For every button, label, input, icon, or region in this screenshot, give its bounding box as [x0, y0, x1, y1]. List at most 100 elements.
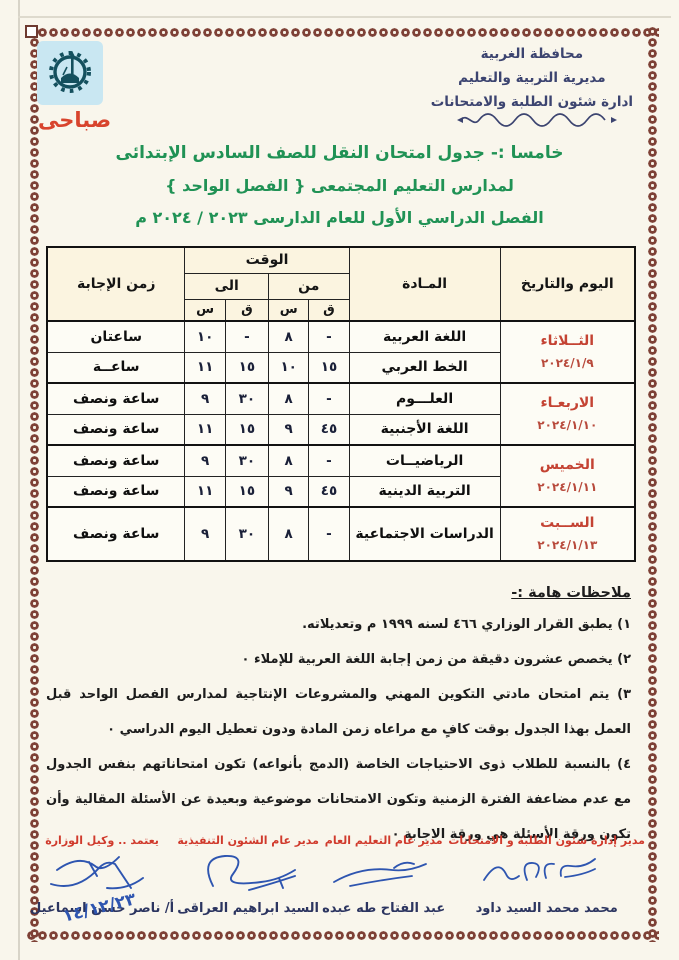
subject-cell: الدراسات الاجتماعية — [348, 506, 501, 562]
minaret-icon — [71, 57, 74, 77]
to-hours-cell: ٩ — [184, 506, 226, 562]
title-line-3: الفصل الدراسي الأول للعام الدارسى ٢٠٢٣ /… — [135, 208, 544, 227]
calligraphy-ornament — [457, 112, 617, 132]
day-date: ٢٠٢٤/١/١٣ — [537, 538, 598, 553]
subject-cell: الرياضيــات — [348, 444, 501, 477]
to-hours-cell: ١١ — [184, 351, 226, 384]
duration-cell: ساعــة — [46, 351, 186, 384]
from-hours-cell: ٨ — [268, 444, 310, 477]
col-header-from-minutes: ق — [308, 298, 350, 322]
from-minutes-cell: - — [308, 506, 350, 562]
day-cell-wednesday: الاربعـاء ٢٠٢٤/١/١٠ — [499, 382, 636, 446]
day-date: ٢٠٢٤/١/١١ — [537, 480, 598, 495]
col-header-subject: المـادة — [348, 246, 501, 322]
col-header-to-minutes: ق — [224, 298, 270, 322]
decorative-border-right — [646, 26, 659, 942]
signature-title: مدير إدارة شئون الطلبة و الامتحانات — [448, 834, 645, 847]
from-minutes-cell: - — [308, 320, 350, 353]
signature-ink-icon — [207, 855, 297, 891]
decorative-border-left — [28, 26, 41, 942]
notes-section: ملاحظات هامة :- ١) يطبق القرار الوزاري ٤… — [46, 585, 631, 852]
to-hours-cell: ٩ — [184, 382, 226, 415]
signature-title: يعتمد .. وكيل الوزارة — [45, 834, 159, 847]
from-hours-cell: ٨ — [268, 382, 310, 415]
to-minutes-cell: ٣٠ — [224, 444, 270, 477]
signature-title: مدير عام الشئون التنفيذية — [177, 834, 319, 847]
note-item-2: ٢) يخصص عشرون دقيقة من زمن إجابة اللغة ا… — [241, 652, 631, 667]
signature-ink-icon — [332, 861, 427, 887]
to-hours-cell: ١١ — [184, 413, 226, 446]
to-hours-cell: ١٠ — [184, 320, 226, 353]
duration-cell: ساعة ونصف — [46, 382, 186, 415]
duration-cell: ساعة ونصف — [46, 444, 186, 477]
to-minutes-cell: ٣٠ — [224, 506, 270, 562]
from-hours-cell: ٨ — [268, 506, 310, 562]
org-header: محافظة الغربية مديرية التربية والتعليم ا… — [431, 42, 633, 114]
org-line-administration: ادارة شئون الطلبة والامتحانات — [430, 94, 633, 110]
subject-cell: الخط العربي — [348, 351, 501, 384]
signature-ink-icon — [482, 858, 596, 881]
day-name: الثــلاثاء — [540, 332, 595, 349]
col-header-to-hours: س — [184, 298, 226, 322]
table-row: الســبت ٢٠٢٤/١/١٣ الدراسات الاجتماعية - … — [46, 506, 636, 562]
governorate-logo — [37, 41, 103, 105]
from-hours-cell: ٩ — [268, 413, 310, 446]
document-titles: خامسا :- جدول امتحان النقل للصف السادس ا… — [0, 143, 679, 227]
signature-exams-director: مدير إدارة شئون الطلبة و الامتحانات محمد… — [448, 834, 645, 916]
signature-name: أ/ ناصر حسن اسماعيل — [30, 901, 175, 916]
note-item-3: ٣) يتم امتحان مادتي التكوين المهني والمش… — [46, 687, 631, 737]
to-minutes-cell: - — [224, 320, 270, 353]
signature-executive-affairs-director: مدير عام الشئون التنفيذية السيد ابراهيم … — [177, 834, 319, 916]
day-cell-saturday: الســبت ٢٠٢٤/١/١٣ — [499, 506, 636, 562]
col-header-time: الوقت — [184, 246, 350, 274]
table-row: الخط العربي ١٥ ١٠ ١٥ ١١ ساعــة — [46, 351, 635, 384]
duration-cell: ساعتان — [46, 320, 186, 353]
subject-cell: العلـــوم — [348, 382, 501, 415]
from-minutes-cell: ٤٥ — [308, 475, 350, 508]
title-line-2: لمدارس التعليم المجتمعى { الفصل الواحد } — [165, 176, 514, 195]
day-date: ٢٠٢٤/١/١٠ — [537, 418, 598, 433]
from-hours-cell: ١٠ — [268, 351, 310, 384]
shift-label: صباحى — [38, 108, 112, 132]
col-header-from-hours: س — [268, 298, 310, 322]
to-minutes-cell: ١٥ — [224, 475, 270, 508]
signature-name: السيد ابراهيم العراقى — [177, 901, 320, 916]
decorative-border-top — [26, 26, 659, 39]
table-row: الاربعـاء ٢٠٢٤/١/١٠ العلـــوم - ٨ ٣٠ ٩ س… — [46, 382, 636, 446]
signature-title: مدير عام التعليم العام — [324, 834, 443, 847]
border-corner-box — [25, 25, 38, 38]
note-item-4: ٤) بالنسبة للطلاب ذوى الاحتياجات الخاصة … — [46, 757, 631, 842]
day-cell-tuesday: الثــلاثاء ٢٠٢٤/١/٩ — [499, 320, 636, 384]
subject-cell: التربية الدينية — [348, 475, 501, 508]
col-header-to: الى — [184, 272, 270, 300]
to-minutes-cell: ٣٠ — [224, 382, 270, 415]
table-row: الثــلاثاء ٢٠٢٤/١/٩ اللغة العربية - ٨ - … — [46, 320, 636, 384]
title-line-1: خامسا :- جدول امتحان النقل للصف السادس ا… — [115, 143, 564, 163]
duration-cell: ساعة ونصف — [46, 475, 186, 508]
from-minutes-cell: ١٥ — [308, 351, 350, 384]
duration-cell: ساعة ونصف — [46, 413, 186, 446]
table-row: الخميس ٢٠٢٤/١/١١ الرياضيــات - ٨ ٣٠ ٩ سا… — [46, 444, 636, 508]
note-item-1: ١) يطبق القرار الوزاري ٤٦٦ لسنه ١٩٩٩ م و… — [302, 617, 631, 632]
to-hours-cell: ٩ — [184, 444, 226, 477]
duration-cell: ساعة ونصف — [46, 506, 186, 562]
signature-ink-icon — [50, 856, 145, 890]
from-minutes-cell: - — [308, 444, 350, 477]
signature-block: مدير إدارة شئون الطلبة و الامتحانات محمد… — [30, 834, 645, 916]
to-hours-cell: ١١ — [184, 475, 226, 508]
day-name: الخميس — [539, 456, 595, 473]
day-name: الســبت — [540, 514, 595, 531]
subject-cell: اللغة العربية — [348, 320, 501, 353]
from-minutes-cell: ٤٥ — [308, 413, 350, 446]
signature-undersecretary: يعتمد .. وكيل الوزارة أ/ ناصر حسن اسماعي… — [30, 834, 174, 916]
notes-heading: ملاحظات هامة :- — [511, 585, 631, 601]
from-hours-cell: ٩ — [268, 475, 310, 508]
day-date: ٢٠٢٤/١/٩ — [540, 356, 594, 371]
col-header-duration: زمن الإجابة — [46, 246, 186, 322]
org-line-directorate: مديرية التربية والتعليم — [458, 70, 606, 86]
from-hours-cell: ٨ — [268, 320, 310, 353]
to-minutes-cell: ١٥ — [224, 351, 270, 384]
signature-name: محمد محمد السيد داود — [475, 901, 618, 916]
col-header-from: من — [268, 272, 350, 300]
exam-schedule-table: اليوم والتاريخ المـادة الوقت زمن الإجابة… — [46, 246, 636, 562]
